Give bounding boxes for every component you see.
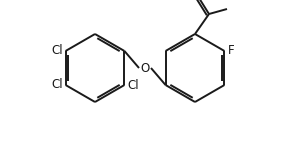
Text: Cl: Cl [51, 44, 63, 58]
Text: O: O [140, 61, 150, 75]
Text: Cl: Cl [51, 78, 63, 92]
Text: F: F [227, 44, 234, 58]
Text: Cl: Cl [128, 78, 139, 92]
